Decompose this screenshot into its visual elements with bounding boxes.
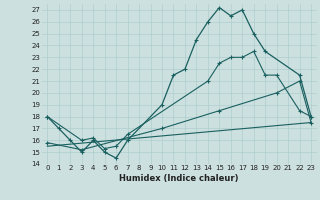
X-axis label: Humidex (Indice chaleur): Humidex (Indice chaleur)	[119, 174, 239, 183]
